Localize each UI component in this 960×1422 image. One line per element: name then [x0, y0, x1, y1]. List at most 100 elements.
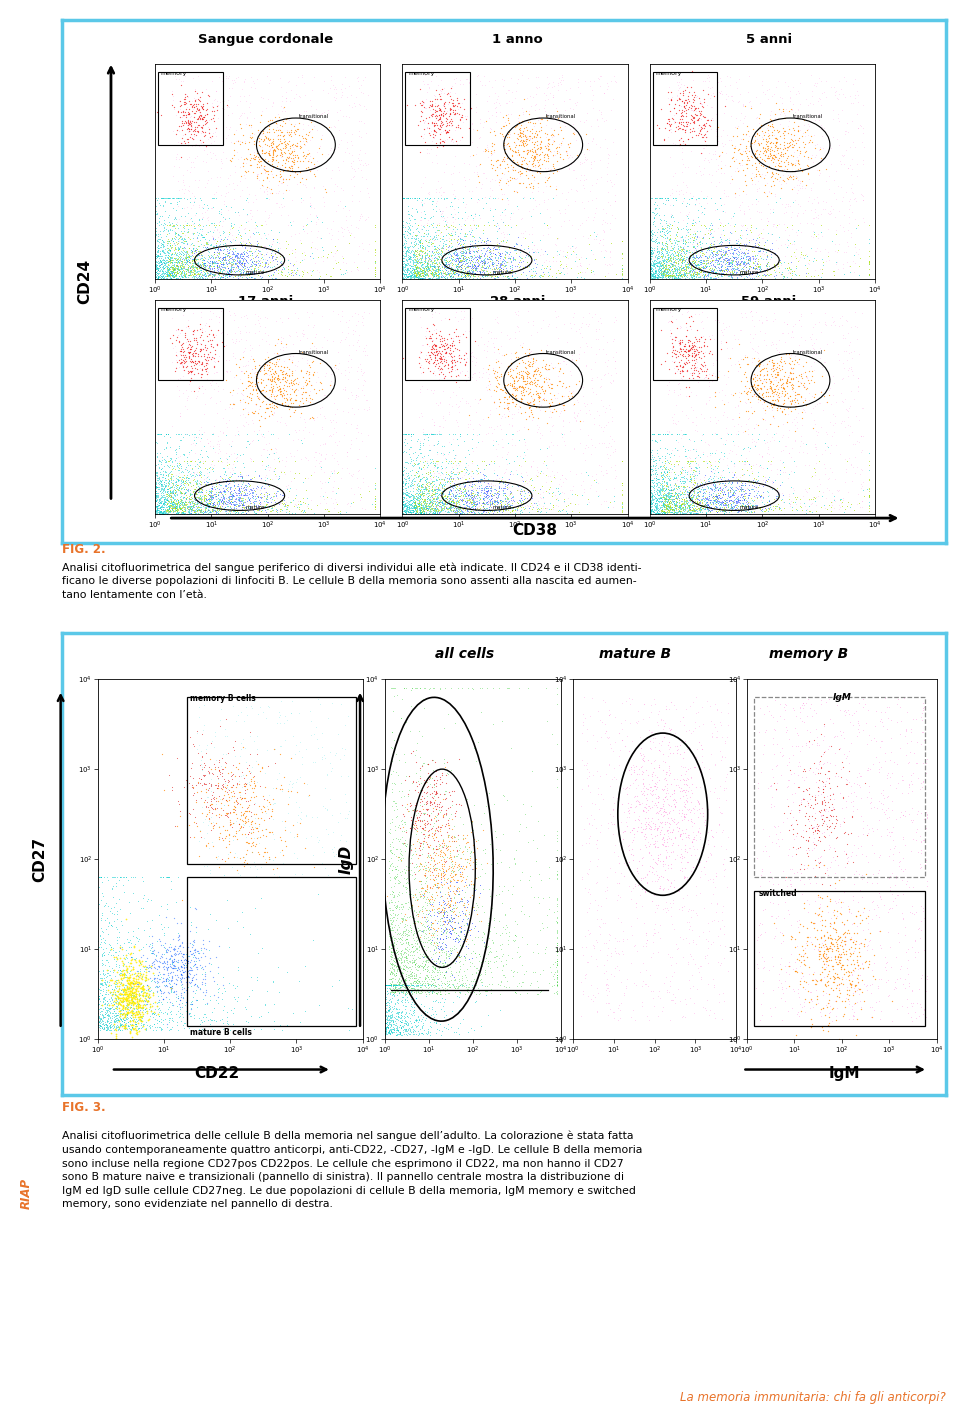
Point — [219, 334, 234, 357]
Point — [285, 333, 300, 356]
Point — [214, 267, 229, 290]
Point — [532, 381, 547, 404]
Point — [852, 978, 867, 1001]
Point — [246, 469, 261, 492]
Point — [676, 755, 691, 778]
Point — [324, 691, 340, 714]
Point — [473, 249, 489, 272]
Point — [431, 338, 446, 361]
Point — [213, 390, 228, 412]
Point — [766, 394, 781, 417]
Point — [240, 191, 255, 213]
Point — [846, 912, 861, 934]
Point — [733, 483, 749, 506]
Point — [157, 448, 173, 471]
Point — [471, 502, 487, 525]
Point — [240, 391, 255, 414]
Point — [163, 229, 179, 252]
Point — [753, 256, 768, 279]
Point — [510, 370, 525, 392]
Point — [194, 759, 209, 782]
Point — [662, 300, 678, 323]
Point — [284, 141, 300, 164]
Point — [486, 363, 501, 385]
Point — [149, 262, 164, 284]
Point — [106, 937, 121, 960]
Point — [184, 232, 200, 255]
Point — [177, 129, 192, 152]
Point — [716, 981, 732, 1004]
Point — [344, 155, 359, 178]
Point — [735, 462, 751, 485]
Point — [444, 129, 459, 152]
Point — [171, 259, 186, 282]
Point — [430, 486, 445, 509]
Text: transitional: transitional — [299, 114, 329, 119]
Point — [122, 997, 137, 1020]
Point — [195, 208, 210, 230]
Point — [719, 330, 734, 353]
Point — [223, 435, 238, 458]
Point — [420, 754, 436, 776]
Point — [491, 250, 506, 273]
Point — [416, 91, 431, 114]
Point — [272, 367, 287, 390]
Point — [661, 264, 677, 287]
Point — [665, 502, 681, 525]
Point — [274, 734, 289, 757]
Point — [404, 906, 420, 929]
Point — [549, 980, 564, 1003]
Point — [412, 1018, 427, 1041]
Point — [315, 144, 330, 166]
Point — [174, 333, 189, 356]
Point — [426, 502, 442, 525]
Point — [199, 98, 214, 121]
Point — [435, 913, 450, 936]
Point — [415, 876, 430, 899]
Point — [244, 253, 259, 276]
Point — [451, 975, 467, 998]
Point — [747, 340, 762, 363]
Point — [432, 115, 447, 138]
Point — [658, 496, 673, 519]
Point — [433, 501, 448, 523]
Point — [403, 809, 419, 832]
Point — [218, 752, 233, 775]
Point — [822, 1011, 837, 1034]
Point — [652, 475, 667, 498]
Point — [420, 486, 436, 509]
Point — [183, 347, 199, 370]
Point — [106, 943, 121, 966]
Point — [549, 161, 564, 183]
Point — [843, 255, 858, 277]
Point — [128, 985, 143, 1008]
Point — [739, 489, 755, 512]
Point — [454, 887, 469, 910]
Point — [192, 256, 207, 279]
Point — [676, 465, 691, 488]
Point — [188, 897, 204, 920]
Point — [401, 262, 417, 284]
Point — [694, 243, 709, 266]
Point — [225, 1012, 240, 1035]
Point — [717, 240, 732, 263]
Point — [165, 944, 180, 967]
Point — [180, 264, 196, 287]
Point — [511, 368, 526, 391]
Point — [806, 220, 822, 243]
Point — [392, 967, 407, 990]
Point — [105, 1005, 120, 1028]
Point — [448, 481, 464, 503]
Point — [824, 907, 839, 930]
Point — [694, 259, 709, 282]
Point — [483, 495, 498, 518]
Point — [103, 1015, 118, 1038]
Point — [660, 188, 676, 210]
Point — [399, 1004, 415, 1027]
Point — [676, 91, 691, 114]
Point — [234, 373, 250, 395]
Point — [735, 242, 751, 264]
Point — [408, 449, 423, 472]
Point — [838, 842, 853, 865]
Point — [169, 478, 184, 501]
